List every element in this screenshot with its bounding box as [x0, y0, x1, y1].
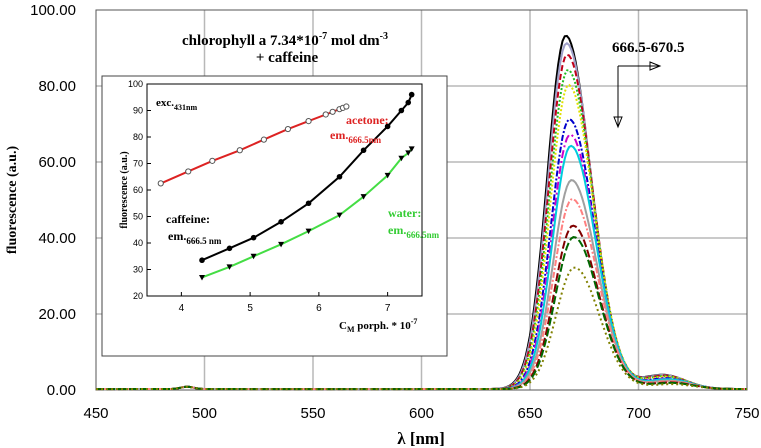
peak-range-annotation: 666.5-670.5 — [612, 40, 685, 56]
inset-point-caffeine — [278, 219, 284, 225]
down-arrow-head — [613, 116, 623, 129]
inset-xlabel-exp: -7 — [411, 317, 418, 326]
inset-point-water — [336, 212, 343, 219]
inset-point-water — [199, 274, 205, 281]
inset-point-water — [250, 253, 257, 260]
inset-y-tick-label: 30 — [133, 265, 143, 275]
inset-y-tick-label: 80 — [133, 132, 143, 142]
main-x-tick-label: 550 — [300, 405, 325, 422]
inset-y-tick-label: 100 — [128, 79, 143, 89]
main-tick-labels: 450 500 550 600 650 700 7500.0020.0040.0060.00… — [30, 2, 759, 422]
inset-point-caffeine — [226, 245, 233, 252]
inset-point-caffeine — [384, 123, 391, 130]
inset-point-acetone — [185, 168, 192, 175]
inset-point-acetone — [209, 157, 216, 164]
main-y-tick-label: 80.00 — [38, 78, 76, 95]
inset-point-caffeine — [398, 107, 405, 114]
main-x-axis-label: λ [nm] — [397, 429, 445, 448]
inset-y-tick-label: 90 — [133, 106, 143, 116]
inset-point-acetone — [236, 147, 243, 154]
inset-ticks: 4 5 6 7 20 30 40 50 60 70 80 90 100 — [128, 79, 391, 314]
inset-x-tick-label: 6 — [316, 303, 322, 314]
inset-point-acetone — [329, 108, 336, 115]
main-x-tick-label: 750 — [734, 405, 759, 422]
inset-point-caffeine — [405, 99, 412, 106]
water-em: em. — [388, 223, 406, 237]
inset-point-acetone — [260, 136, 267, 143]
inset-xlabel-sub: M — [347, 325, 355, 334]
chart-title-line1: chlorophyll a 7.34*10-7 mol dm-3 — [182, 31, 388, 49]
inset-y-axis-label: fluorescence (a.u.) — [119, 151, 130, 228]
inset-point-caffeine — [305, 200, 312, 207]
inset-point-acetone — [322, 111, 329, 118]
title-unit: mol dm — [327, 33, 380, 49]
acetone-sub: 666.5nm — [348, 135, 381, 145]
caffeine-em: em. — [168, 229, 186, 243]
main-x-tick-label: 650 — [517, 405, 542, 422]
inset-point-water — [278, 241, 285, 248]
inset-y-tick-label: 20 — [133, 291, 143, 301]
title-exp: -7 — [319, 31, 327, 42]
chart-title-line2: + caffeine — [256, 50, 319, 66]
spectrum-s13 — [96, 266, 747, 391]
inset-x-tick-label: 4 — [179, 303, 185, 314]
inset-point-acetone — [284, 125, 292, 133]
inset-point-water — [360, 194, 367, 200]
main-x-tick-label: 700 — [626, 405, 651, 422]
main-y-axis-label: fluorescence (a.u.) — [5, 146, 20, 255]
inset-series-group — [157, 91, 415, 281]
title-base: chlorophyll a 7.34*10 — [182, 33, 319, 49]
inset-point-acetone — [305, 118, 312, 125]
inset-point-caffeine — [336, 173, 343, 180]
water-sub: 666.5nm — [406, 230, 439, 240]
inset-point-water — [384, 172, 391, 179]
inset-y-tick-label: 60 — [133, 185, 143, 195]
caffeine-label-line2: em.666.5 nm — [168, 229, 222, 246]
inset-point-water — [398, 155, 405, 162]
inset-point-caffeine — [199, 257, 205, 264]
main-y-tick-label: 20.00 — [38, 306, 76, 323]
inset-y-tick-label: 50 — [133, 212, 143, 222]
water-label-line2: em.666.5nm — [388, 223, 440, 240]
inset-x-tick-label: 5 — [247, 303, 253, 314]
main-x-tick-label: 500 — [192, 405, 217, 422]
inset-x-axis-label: CM porph. * 10-7 — [339, 317, 417, 334]
acetone-em: em. — [330, 128, 348, 142]
acetone-label-line1: acetone: — [346, 113, 389, 127]
inset-point-water — [305, 228, 312, 235]
inset-xlabel-c: C — [339, 320, 347, 332]
title-unit-exp: -3 — [380, 31, 388, 42]
inset-point-water — [408, 146, 415, 152]
acetone-label-line2: em.666.5nm — [330, 128, 382, 145]
inset-y-tick-label: 40 — [133, 238, 143, 248]
right-arrow-head — [649, 61, 662, 71]
main-series-group — [96, 34, 747, 391]
main-x-tick-label: 450 — [83, 405, 108, 422]
exc-sub: 431nm — [174, 103, 197, 112]
inset-point-caffeine — [360, 147, 367, 154]
inset-point-caffeine — [408, 91, 415, 98]
exc-text: exc. — [156, 97, 174, 109]
excitation-label: exc.431nm — [156, 97, 197, 112]
inset-point-caffeine — [250, 234, 257, 241]
inset-x-tick-label: 7 — [385, 303, 391, 314]
inset-point-water — [405, 150, 412, 156]
caffeine-sub: 666.5 nm — [186, 236, 222, 246]
inset-xlabel-rest: porph. * 10 — [355, 320, 412, 332]
caffeine-label-line1: caffeine: — [166, 212, 210, 226]
shift-arrows — [613, 61, 662, 129]
main-y-tick-label: 100.00 — [30, 2, 76, 19]
inset-point-water — [226, 264, 233, 270]
water-label-line1: water: — [388, 206, 421, 220]
main-x-tick-label: 600 — [409, 405, 434, 422]
inset-point-acetone — [157, 180, 164, 187]
inset-y-tick-label: 70 — [133, 159, 143, 169]
inset-point-acetone — [343, 103, 350, 110]
main-y-tick-label: 0.00 — [47, 382, 76, 399]
main-y-tick-label: 60.00 — [38, 154, 76, 171]
main-y-tick-label: 40.00 — [38, 230, 76, 247]
inset-panel — [101, 75, 448, 357]
